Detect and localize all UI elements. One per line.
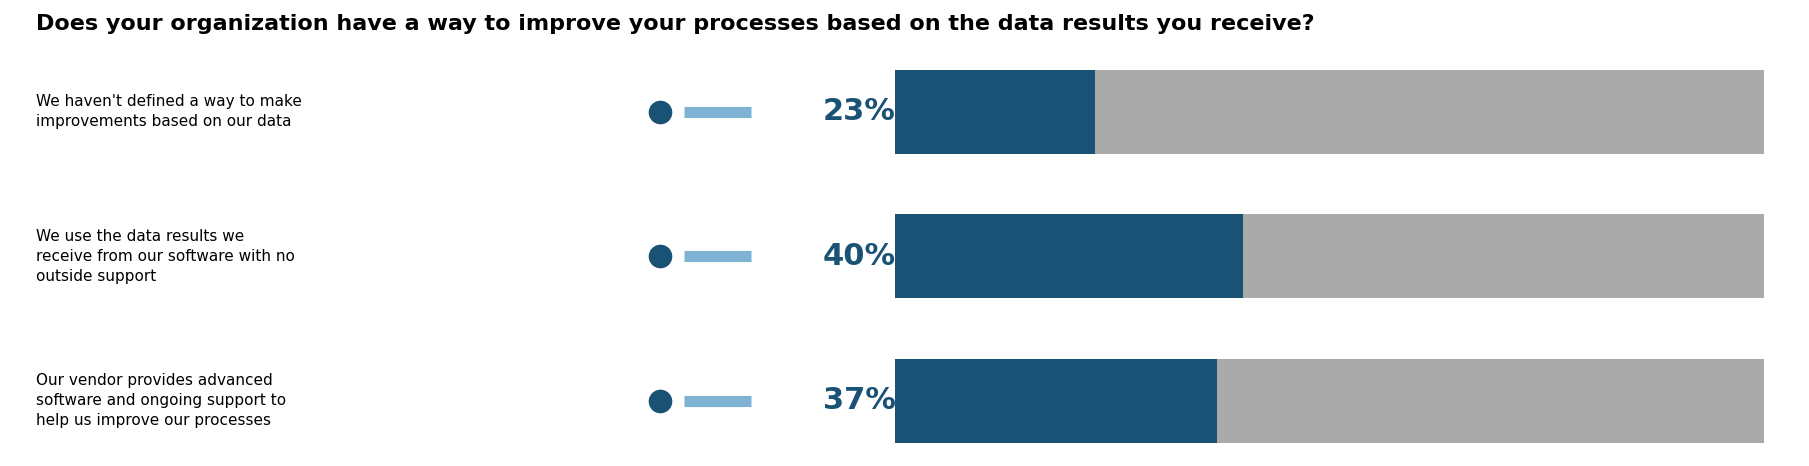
Text: 23%: 23% xyxy=(823,97,895,126)
Bar xyxy=(895,359,1217,443)
Bar xyxy=(1243,214,1764,298)
Text: We haven't defined a way to make
improvements based on our data: We haven't defined a way to make improve… xyxy=(36,95,302,129)
Text: 37%: 37% xyxy=(823,386,895,415)
Bar xyxy=(895,214,1243,298)
Text: Does your organization have a way to improve your processes based on the data re: Does your organization have a way to imp… xyxy=(36,14,1315,34)
Bar xyxy=(895,70,1094,154)
Bar xyxy=(1094,70,1764,154)
Bar xyxy=(1217,359,1764,443)
Text: We use the data results we
receive from our software with no
outside support: We use the data results we receive from … xyxy=(36,229,295,284)
Text: Our vendor provides advanced
software and ongoing support to
help us improve our: Our vendor provides advanced software an… xyxy=(36,373,286,428)
Text: 40%: 40% xyxy=(823,242,895,271)
